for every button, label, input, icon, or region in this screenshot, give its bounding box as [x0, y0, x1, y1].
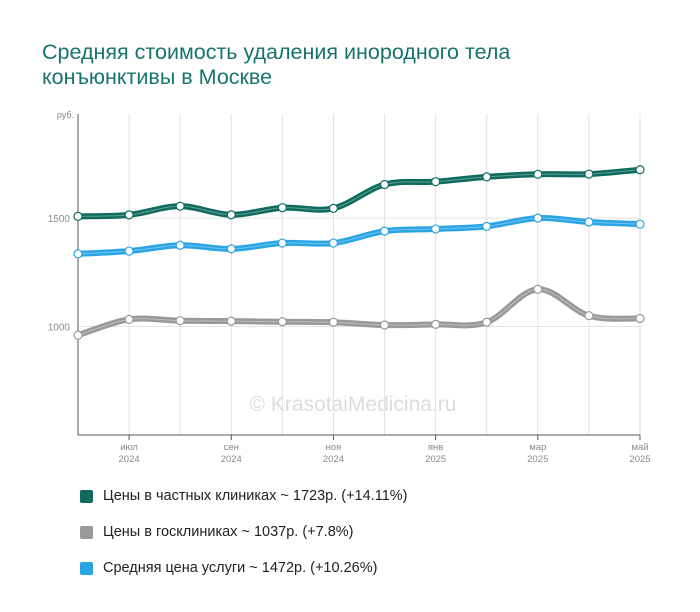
- data-point: [379, 226, 390, 236]
- data-point: [73, 211, 83, 221]
- data-point: [277, 317, 287, 327]
- data-point: [328, 203, 339, 213]
- data-point: [175, 201, 185, 211]
- x-tick-label-year: 2025: [629, 454, 650, 465]
- x-tick-label-month: сен: [224, 442, 239, 453]
- data-point: [482, 172, 492, 182]
- series-points: [73, 165, 645, 340]
- data-point: [226, 316, 236, 326]
- x-tick-label-year: 2024: [323, 454, 344, 465]
- data-point: [277, 203, 287, 213]
- x-tick-label-month: янв: [428, 442, 443, 453]
- x-tick-label-month: ноя: [326, 442, 342, 453]
- data-point: [226, 244, 236, 254]
- x-tick-label-month: май: [631, 442, 648, 453]
- legend-item-average[interactable]: Средняя цена услуги ~ 1472р. (+10.26%): [80, 558, 407, 578]
- data-point: [73, 249, 83, 259]
- axes: 10001500руб.июл2024сен2024ноя2024янв2025…: [48, 110, 651, 465]
- grid: [78, 114, 641, 435]
- chart-title: Средняя стоимость удаления инородного те…: [42, 40, 511, 89]
- data-point: [584, 311, 594, 321]
- data-point: [584, 217, 594, 227]
- data-point: [328, 238, 339, 248]
- series-lines: [75, 166, 643, 339]
- legend-label-average: Средняя цена услуги ~ 1472р. (+10.26%): [103, 560, 378, 576]
- legend-label-public: Цены в госклиниках ~ 1037р. (+7.8%): [103, 524, 354, 540]
- series-line-1: [75, 215, 643, 257]
- x-tick-label-year: 2024: [221, 454, 242, 465]
- legend: Цены в частных клиниках ~ 1723р. (+14.11…: [80, 486, 407, 594]
- legend-swatch-average: [80, 561, 93, 575]
- legend-item-private[interactable]: Цены в частных клиниках ~ 1723р. (+14.11…: [80, 486, 407, 506]
- data-point: [482, 221, 492, 231]
- data-point: [175, 316, 185, 326]
- data-point: [175, 240, 185, 250]
- data-point: [431, 177, 441, 187]
- y-tick-label: 1000: [48, 323, 71, 334]
- data-point: [124, 210, 134, 220]
- x-tick-label-month: июл: [120, 442, 138, 453]
- data-point: [533, 213, 543, 223]
- legend-swatch-public: [80, 525, 93, 539]
- data-point: [379, 320, 390, 330]
- legend-swatch-private: [80, 489, 93, 503]
- data-point: [124, 314, 134, 324]
- data-point: [584, 169, 594, 179]
- data-point: [431, 319, 441, 329]
- data-point: [635, 313, 645, 324]
- data-point: [328, 317, 339, 327]
- data-point: [73, 330, 83, 340]
- series-line-2: [75, 286, 643, 339]
- x-tick-label-year: 2025: [425, 454, 446, 465]
- y-axis-unit-label: руб.: [57, 110, 74, 120]
- series-line-0: [75, 166, 643, 220]
- x-tick-label-year: 2025: [527, 454, 548, 465]
- data-point: [533, 169, 543, 179]
- data-point: [482, 317, 492, 327]
- data-point: [635, 165, 645, 175]
- data-point: [277, 238, 287, 248]
- x-tick-label-month: мар: [529, 442, 546, 453]
- legend-item-public[interactable]: Цены в госклиниках ~ 1037р. (+7.8%): [80, 522, 407, 542]
- legend-label-private: Цены в частных клиниках ~ 1723р. (+14.11…: [103, 488, 408, 504]
- x-tick-label-year: 2024: [119, 454, 140, 465]
- chart-area: 10001500руб.июл2024сен2024ноя2024янв2025…: [48, 110, 651, 465]
- watermark-text: © KrasotaiMedicina.ru: [250, 393, 457, 416]
- data-point: [635, 219, 645, 229]
- data-point: [431, 224, 441, 234]
- y-tick-label: 1500: [48, 214, 71, 225]
- data-point: [226, 210, 236, 220]
- data-point: [533, 284, 543, 294]
- data-point: [379, 179, 390, 190]
- data-point: [124, 246, 134, 256]
